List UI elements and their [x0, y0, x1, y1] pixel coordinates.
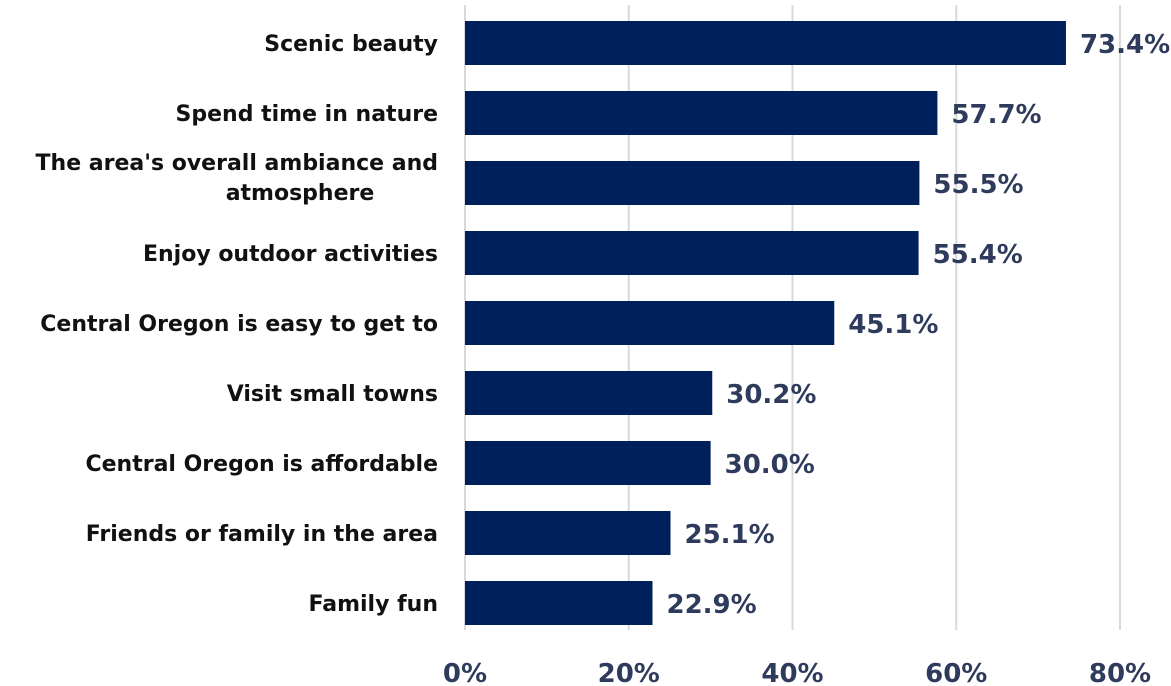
bar	[465, 231, 919, 275]
value-labels: 73.4% 57.7% 55.5% 55.4% 45.1% 30.2% 30.0% 25.1%…	[666, 30, 1170, 620]
category-label: Spend time in nature	[176, 102, 438, 127]
bar	[465, 301, 835, 345]
x-tick-label: 20%	[598, 659, 660, 686]
category-label: Visit small towns	[227, 382, 438, 407]
category-labels: Scenic beauty Spend time in nature The are…	[36, 32, 438, 617]
category-label: The area's overall ambiance and atmospher…	[36, 151, 438, 206]
bars	[465, 21, 1066, 625]
value-label: 25.1%	[685, 520, 775, 550]
x-tick-label: 0%	[443, 659, 487, 686]
value-label: 57.7%	[951, 100, 1041, 130]
value-label: 30.0%	[725, 450, 815, 480]
category-label: Scenic beauty	[264, 32, 438, 57]
x-tick-label: 60%	[925, 659, 987, 686]
category-label: Central Oregon is affordable	[85, 452, 438, 477]
bar	[465, 21, 1066, 65]
category-label: Family fun	[309, 592, 439, 617]
x-axis-ticks: 0% 20% 40% 60% 80%	[443, 659, 1151, 686]
value-label: 73.4%	[1080, 30, 1170, 60]
bar	[465, 441, 711, 485]
bar	[465, 581, 653, 625]
value-label: 55.5%	[933, 170, 1023, 200]
value-label: 55.4%	[933, 240, 1023, 270]
bar	[465, 511, 671, 555]
value-label: 30.2%	[726, 380, 816, 410]
value-label: 22.9%	[666, 590, 756, 620]
bar	[465, 91, 938, 135]
category-label: Friends or family in the area	[86, 522, 438, 547]
x-tick-label: 40%	[761, 659, 823, 686]
value-label: 45.1%	[848, 310, 938, 340]
x-tick-label: 80%	[1089, 659, 1151, 686]
bar	[465, 161, 920, 205]
category-label: Central Oregon is easy to get to	[40, 312, 438, 337]
bar	[465, 371, 713, 415]
category-label: Enjoy outdoor activities	[143, 242, 438, 267]
